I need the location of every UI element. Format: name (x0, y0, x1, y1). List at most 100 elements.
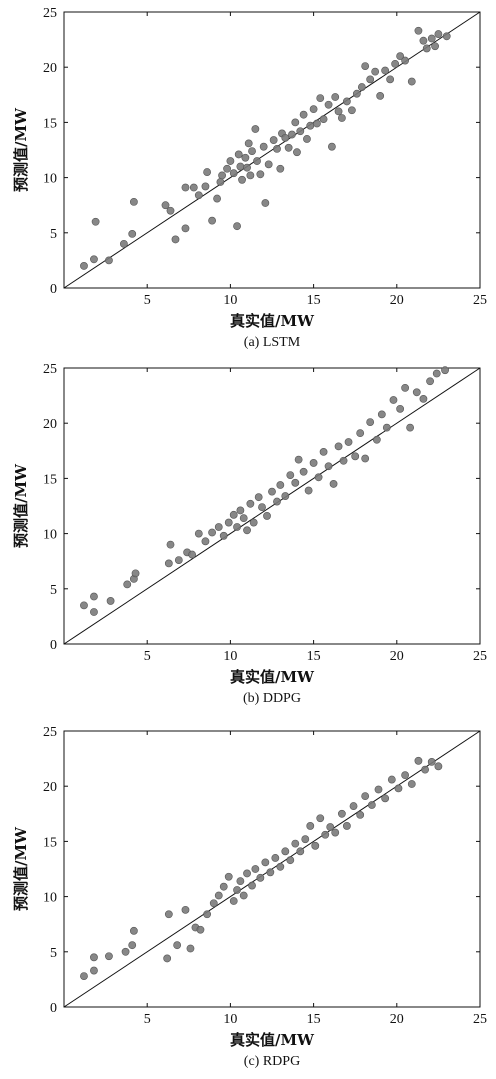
data-point (166, 206, 175, 215)
data-point (196, 925, 205, 934)
data-point (203, 168, 212, 176)
data-point (241, 153, 250, 162)
data-point (261, 858, 270, 867)
data-point (253, 157, 261, 165)
data-point (427, 758, 436, 766)
reference-line (63, 11, 481, 289)
data-point (226, 157, 235, 165)
data-point (309, 459, 318, 467)
y-tick-label: 20 (43, 61, 57, 76)
data-point (273, 497, 281, 506)
data-point (441, 366, 449, 375)
data-point (223, 164, 231, 173)
panel-caption: (b) DDPG (243, 691, 301, 706)
data-point (396, 404, 405, 413)
data-point (281, 847, 290, 856)
x-tick-label: 25 (473, 1012, 487, 1027)
data-point (342, 822, 351, 830)
data-point (324, 462, 333, 471)
data-point (173, 941, 182, 950)
data-point (367, 801, 376, 809)
data-point (357, 83, 366, 91)
data-point (352, 89, 361, 98)
data-point (412, 388, 421, 397)
x-tick-label: 20 (390, 649, 404, 664)
data-point (128, 941, 137, 950)
y-tick-label: 25 (43, 725, 57, 740)
data-point (234, 150, 243, 159)
data-point (121, 947, 130, 956)
data-point (214, 523, 223, 531)
x-tick-label: 5 (144, 649, 151, 664)
x-tick-label: 10 (223, 649, 237, 664)
data-point (381, 66, 390, 75)
data-point (304, 486, 313, 495)
data-point (316, 94, 325, 103)
data-point (394, 784, 403, 793)
plot-frame (63, 730, 481, 1008)
y-tick-label: 10 (43, 528, 57, 543)
data-point (331, 828, 340, 837)
data-point (422, 44, 431, 53)
data-point (407, 780, 416, 788)
data-point (201, 537, 210, 546)
data-point (106, 597, 115, 605)
data-point (129, 197, 138, 206)
data-point (218, 171, 226, 180)
data-point (164, 559, 173, 568)
data-point (381, 794, 390, 803)
data-point (268, 487, 276, 496)
data-point (426, 377, 434, 386)
data-point (326, 823, 335, 831)
data-point (303, 135, 311, 143)
data-point (80, 601, 88, 610)
data-point (431, 42, 439, 51)
data-point (269, 136, 278, 144)
data-point (371, 67, 380, 76)
data-point (291, 118, 300, 127)
y-axis-label: 预测值/MW (12, 107, 30, 192)
data-point (181, 905, 190, 914)
data-point (377, 410, 386, 419)
data-point (344, 438, 353, 446)
data-point (233, 523, 241, 531)
data-point (281, 492, 290, 500)
data-point (306, 121, 315, 130)
data-point (164, 910, 173, 919)
data-point (80, 972, 88, 980)
data-point (328, 142, 336, 151)
data-point (194, 529, 203, 538)
data-point (442, 32, 451, 41)
y-axis-label: 预测值/MW (12, 463, 30, 548)
data-point (396, 52, 405, 61)
y-tick-label: 15 (43, 116, 57, 131)
data-point (349, 802, 358, 810)
data-point (339, 456, 348, 465)
data-point (236, 506, 245, 515)
y-tick-label: 15 (43, 835, 57, 850)
x-tick-label: 15 (307, 293, 321, 308)
data-point (286, 856, 295, 865)
data-point (434, 762, 443, 771)
data-point (243, 163, 251, 172)
data-point (391, 59, 400, 68)
panel-caption: (c) RDPG (244, 1054, 300, 1069)
data-point (238, 175, 246, 184)
data-point (233, 222, 241, 231)
x-tick-label: 15 (307, 649, 321, 664)
data-point (306, 822, 315, 830)
data-point (294, 455, 303, 464)
data-point (376, 92, 385, 100)
y-tick-label: 5 (50, 227, 57, 242)
data-point (361, 454, 370, 463)
scatter-panel-3: 5 10 15 20 25 0 5 10 15 20 25 真实值/MW 预测值/MW (c) RDPG (12, 725, 487, 1069)
data-point (251, 125, 260, 133)
data-point (129, 926, 138, 935)
data-point (213, 194, 221, 203)
y-tick-label: 10 (43, 172, 57, 187)
x-axis-label: 真实值/MW (230, 1031, 315, 1049)
x-tick-label: 10 (223, 1012, 237, 1027)
data-point (90, 608, 98, 616)
plot-frame (63, 11, 481, 289)
data-point (209, 899, 218, 908)
